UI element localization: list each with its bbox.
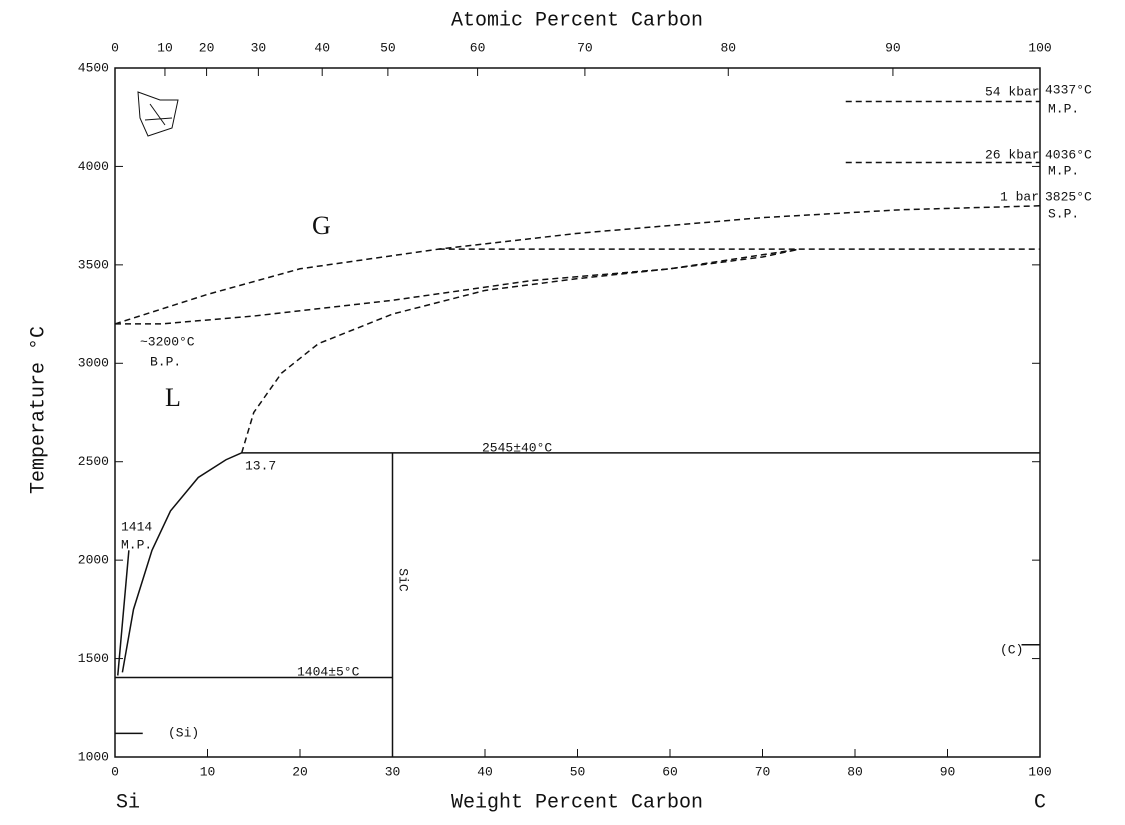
x-tick-label: 100: [1028, 764, 1051, 779]
x-tick-label: 0: [111, 764, 119, 779]
annotation: 2545±40°C: [482, 440, 552, 455]
crystal-icon: [137, 91, 179, 137]
annotation: 3825°C: [1045, 189, 1092, 204]
y-tick-label: 3500: [78, 257, 109, 272]
x2-tick-label: 60: [470, 40, 486, 55]
y-axis-title: Temperature °C: [27, 326, 50, 494]
annotation: 1414: [121, 519, 152, 534]
y-tick-label: 1500: [78, 651, 109, 666]
annotation: 54 kbar: [985, 84, 1040, 99]
x-tick-label: 20: [292, 764, 308, 779]
x-tick-label: 30: [385, 764, 401, 779]
x-tick-label: 70: [755, 764, 771, 779]
y-tick-label: 4500: [78, 60, 109, 75]
x-end-label: Si: [116, 791, 140, 814]
x-tick-label: 60: [662, 764, 678, 779]
x-tick-label: 10: [200, 764, 216, 779]
y-tick-label: 1000: [78, 749, 109, 764]
x2-tick-label: 80: [720, 40, 736, 55]
x-axis-title: Weight Percent Carbon: [451, 791, 703, 814]
annotation: 13.7: [245, 458, 276, 473]
y-tick-label: 2500: [78, 454, 109, 469]
x2-tick-label: 20: [199, 40, 215, 55]
annotation: SiC: [396, 568, 411, 592]
annotation: (Si): [168, 725, 199, 740]
annotation: L: [165, 383, 181, 412]
x2-tick-label: 70: [577, 40, 593, 55]
x-end-label: C: [1034, 791, 1046, 814]
phase-boundary-dashed: [114, 205, 1041, 325]
annotation: S.P.: [1048, 206, 1079, 221]
annotation: M.P.: [1048, 101, 1079, 116]
x2-tick-label: 10: [157, 40, 173, 55]
annotation: 1 bar: [1000, 189, 1039, 204]
y-tick-label: 3000: [78, 356, 109, 371]
top-axis-title: Atomic Percent Carbon: [451, 9, 703, 32]
y-tick-label: 2000: [78, 553, 109, 568]
annotation: 4337°C: [1045, 82, 1092, 97]
annotation: 26 kbar: [985, 147, 1040, 162]
x2-tick-label: 100: [1028, 40, 1051, 55]
annotation: (C): [1000, 642, 1023, 657]
annotation: M.P.: [1048, 163, 1079, 178]
phase-boundary: [117, 550, 130, 676]
annotation: B.P.: [150, 354, 181, 369]
x-tick-label: 90: [940, 764, 956, 779]
annotation: 4036°C: [1045, 147, 1092, 162]
annotation: ~3200°C: [140, 334, 195, 349]
x2-tick-label: 0: [111, 40, 119, 55]
annotation: M.P.: [121, 537, 152, 552]
y-tick-label: 4000: [78, 159, 109, 174]
x-tick-label: 50: [570, 764, 586, 779]
x2-tick-label: 50: [380, 40, 396, 55]
annotation: 1404±5°C: [297, 664, 360, 679]
phase-boundary: [121, 452, 243, 673]
x-tick-label: 80: [847, 764, 863, 779]
x2-tick-label: 30: [251, 40, 267, 55]
x2-tick-label: 90: [885, 40, 901, 55]
x-tick-label: 40: [477, 764, 493, 779]
phase-boundary-dashed: [115, 248, 800, 325]
x2-tick-label: 40: [314, 40, 330, 55]
phase-boundary-dashed: [241, 248, 800, 454]
annotation: G: [312, 211, 331, 240]
